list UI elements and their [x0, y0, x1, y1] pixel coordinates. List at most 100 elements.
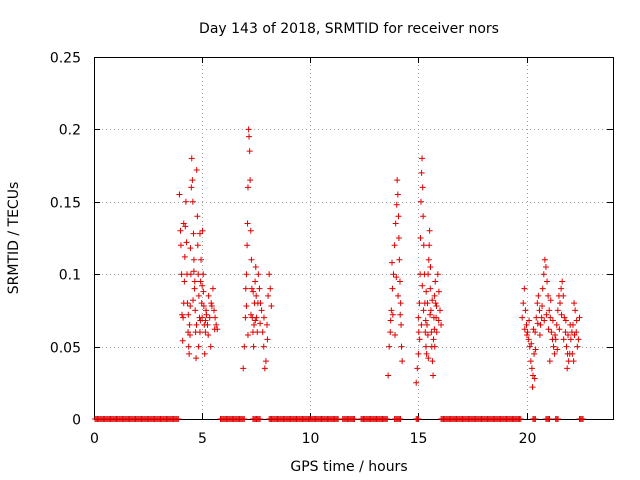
- data-point: [572, 307, 579, 314]
- x-axis: 0 5 10 15 20: [90, 57, 536, 447]
- data-point: [244, 242, 251, 249]
- data-point: [535, 292, 542, 299]
- data-point: [546, 358, 553, 365]
- data-point: [176, 191, 183, 198]
- data-point: [552, 336, 559, 343]
- data-point: [547, 297, 554, 304]
- data-point: [389, 311, 396, 318]
- data-point: [384, 416, 391, 422]
- data-point: [248, 256, 255, 263]
- data-point: [574, 343, 581, 350]
- data-point: [526, 343, 533, 350]
- data-point: [427, 263, 434, 270]
- data-point: [212, 314, 219, 321]
- data-point: [396, 278, 403, 285]
- x-tick-label: 5: [198, 431, 207, 447]
- data-point: [187, 245, 194, 252]
- data-point: [427, 285, 434, 292]
- data-point: [183, 239, 190, 246]
- y-tick-label: 0.1: [59, 268, 81, 284]
- data-point: [526, 317, 533, 324]
- x-axis-title: GPS time / hours: [290, 459, 407, 475]
- data-point: [240, 365, 247, 372]
- data-point: [177, 227, 184, 234]
- data-point: [418, 169, 425, 176]
- data-point: [424, 332, 431, 339]
- data-point: [181, 278, 188, 285]
- data-point: [557, 300, 564, 307]
- data-point: [395, 235, 402, 241]
- data-point: [181, 253, 188, 260]
- data-point: [264, 321, 270, 328]
- data-point: [425, 256, 432, 263]
- data-point: [204, 321, 211, 328]
- data-point: [199, 282, 206, 289]
- data-point: [432, 278, 439, 285]
- data-point: [200, 288, 207, 295]
- data-point: [392, 332, 399, 339]
- data-point: [247, 227, 254, 234]
- data-point: [394, 177, 401, 184]
- data-point: [435, 317, 442, 324]
- data-point: [563, 343, 570, 350]
- data-point: [580, 416, 587, 422]
- data-point: [253, 314, 260, 321]
- data-point: [393, 201, 400, 208]
- data-point: [427, 307, 434, 314]
- data-point: [187, 332, 194, 339]
- data-point: [420, 307, 427, 314]
- chart-title: Day 143 of 2018, SRMTID for receiver nor…: [199, 21, 499, 37]
- data-point: [388, 307, 395, 314]
- data-point: [417, 198, 424, 205]
- data-point: [203, 311, 210, 318]
- data-point: [200, 303, 207, 310]
- x-tick-label: 0: [90, 431, 99, 447]
- x-tick-label: 15: [410, 431, 428, 447]
- data-point: [413, 379, 420, 386]
- data-point: [207, 343, 214, 350]
- data-point: [202, 317, 209, 324]
- data-point: [522, 307, 529, 314]
- data-point: [419, 184, 426, 191]
- data-point: [424, 321, 431, 328]
- data-point: [190, 297, 197, 304]
- data-point: [202, 329, 209, 336]
- data-point: [244, 220, 251, 227]
- data-point: [247, 311, 254, 318]
- data-point: [178, 271, 185, 278]
- data-point: [391, 242, 398, 249]
- data-point: [196, 230, 203, 237]
- data-point: [425, 355, 432, 362]
- data-point: [517, 416, 524, 422]
- data-point: [530, 326, 537, 333]
- data-point: [437, 307, 443, 314]
- data-point: [255, 271, 262, 278]
- data-point: [257, 320, 264, 327]
- y-tick-label: 0: [72, 413, 81, 429]
- data-point: [553, 321, 560, 328]
- data-point: [182, 223, 189, 230]
- data-point: [564, 365, 571, 372]
- data-point: [258, 307, 265, 314]
- data-point: [415, 314, 422, 321]
- data-point: [394, 191, 401, 198]
- data-point: [576, 314, 583, 321]
- data-point: [569, 350, 576, 357]
- data-point: [389, 285, 396, 292]
- data-point: [266, 271, 273, 278]
- data-point: [180, 220, 187, 227]
- data-point: [262, 358, 269, 365]
- data-point: [398, 343, 405, 350]
- data-point: [520, 300, 527, 307]
- data-point: [252, 278, 259, 285]
- data-point: [257, 416, 264, 422]
- data-point: [426, 242, 433, 249]
- data-point: [525, 336, 532, 343]
- data-point: [523, 332, 530, 339]
- data-point: [192, 307, 199, 314]
- data-point: [543, 311, 550, 318]
- data-point: [246, 133, 253, 140]
- data-point: [426, 227, 433, 234]
- data-point: [549, 317, 556, 324]
- data-point: [416, 336, 423, 343]
